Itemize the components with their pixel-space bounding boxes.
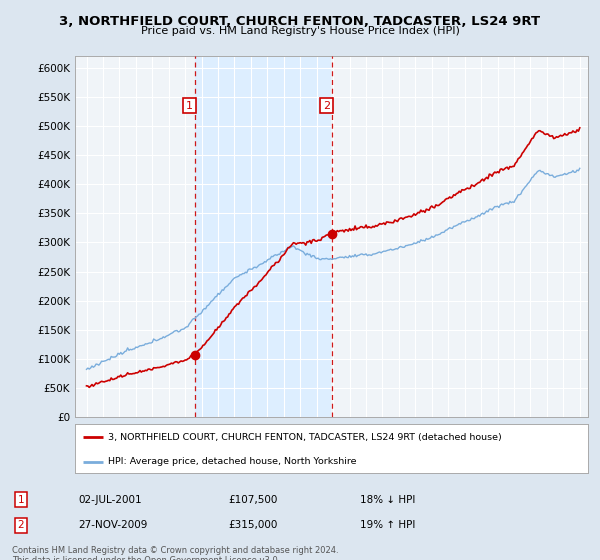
Text: £315,000: £315,000 [228,520,277,530]
Text: Price paid vs. HM Land Registry's House Price Index (HPI): Price paid vs. HM Land Registry's House … [140,26,460,36]
Text: 02-JUL-2001: 02-JUL-2001 [78,494,142,505]
Text: 3, NORTHFIELD COURT, CHURCH FENTON, TADCASTER, LS24 9RT (detached house): 3, NORTHFIELD COURT, CHURCH FENTON, TADC… [109,433,502,442]
Text: 3, NORTHFIELD COURT, CHURCH FENTON, TADCASTER, LS24 9RT: 3, NORTHFIELD COURT, CHURCH FENTON, TADC… [59,15,541,28]
Text: 18% ↓ HPI: 18% ↓ HPI [360,494,415,505]
Text: £107,500: £107,500 [228,494,277,505]
Text: 1: 1 [186,100,193,110]
Text: 2: 2 [17,520,25,530]
Text: Contains HM Land Registry data © Crown copyright and database right 2024.
This d: Contains HM Land Registry data © Crown c… [12,546,338,560]
Text: 1: 1 [17,494,25,505]
Bar [194,56,331,417]
Text: 2: 2 [323,100,330,110]
Text: 19% ↑ HPI: 19% ↑ HPI [360,520,415,530]
Text: HPI: Average price, detached house, North Yorkshire: HPI: Average price, detached house, Nort… [109,458,357,466]
Text: 27-NOV-2009: 27-NOV-2009 [78,520,148,530]
